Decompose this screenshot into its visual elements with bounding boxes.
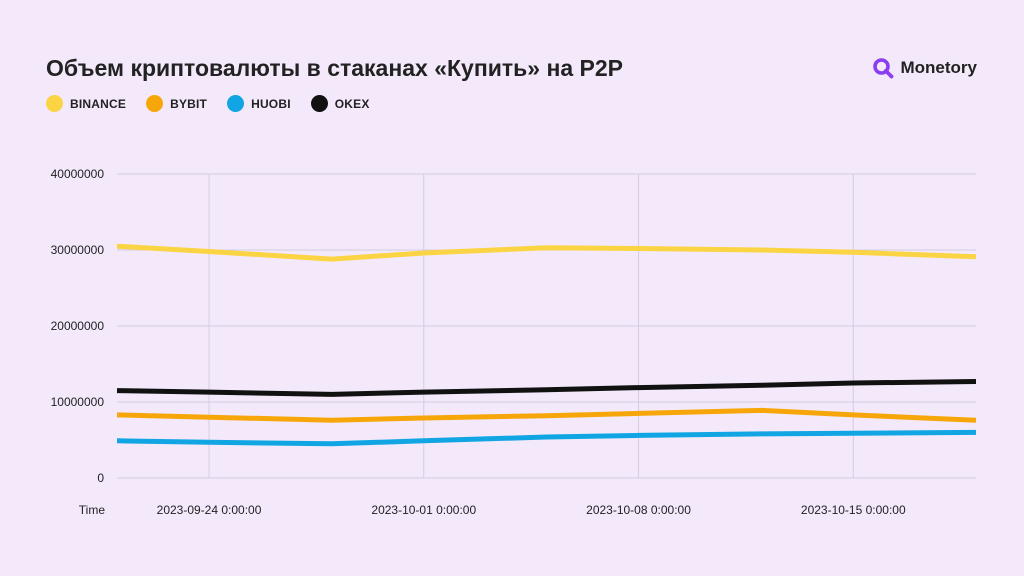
x-tick-label: 2023-09-24 0:00:00 bbox=[157, 503, 262, 517]
legend-label: OKEX bbox=[334, 96, 370, 111]
legend-swatch bbox=[146, 95, 164, 112]
x-tick-label: 2023-10-15 0:00:00 bbox=[801, 503, 906, 517]
series-line-huobi bbox=[116, 429, 977, 447]
chart-title: Объем криптовалюты в стаканах «Купить» н… bbox=[46, 55, 623, 81]
legend-item: HUOBI bbox=[227, 95, 291, 112]
magnifier-q-icon bbox=[872, 58, 893, 79]
series-line-bybit bbox=[116, 407, 977, 423]
y-tick-label: 20000000 bbox=[51, 319, 105, 333]
y-tick-label: 10000000 bbox=[51, 395, 105, 409]
brand-name: Monetory bbox=[900, 58, 978, 77]
y-tick-label: 0 bbox=[97, 471, 104, 485]
legend-item: BYBIT bbox=[146, 95, 207, 112]
chart-legend: BINANCE BYBIT HUOBI OKEX bbox=[46, 95, 370, 112]
legend-swatch bbox=[227, 95, 245, 112]
brand-logo: Monetory bbox=[872, 57, 978, 79]
legend-label: HUOBI bbox=[251, 96, 291, 111]
x-axis-label: Time bbox=[79, 503, 106, 517]
legend-swatch bbox=[46, 95, 63, 112]
x-tick-label: 2023-10-01 0:00:00 bbox=[371, 503, 476, 517]
legend-item: OKEX bbox=[310, 95, 370, 112]
y-tick-label: 30000000 bbox=[51, 243, 105, 257]
y-tick-label: 40000000 bbox=[51, 167, 105, 181]
legend-label: BYBIT bbox=[170, 96, 208, 111]
series-line-okex bbox=[116, 379, 977, 397]
legend-item: BINANCE bbox=[46, 95, 126, 112]
legend-swatch bbox=[310, 95, 328, 112]
x-tick-label: 2023-10-08 0:00:00 bbox=[586, 503, 691, 517]
legend-label: BINANCE bbox=[70, 96, 127, 111]
series-line-binance bbox=[116, 243, 977, 262]
